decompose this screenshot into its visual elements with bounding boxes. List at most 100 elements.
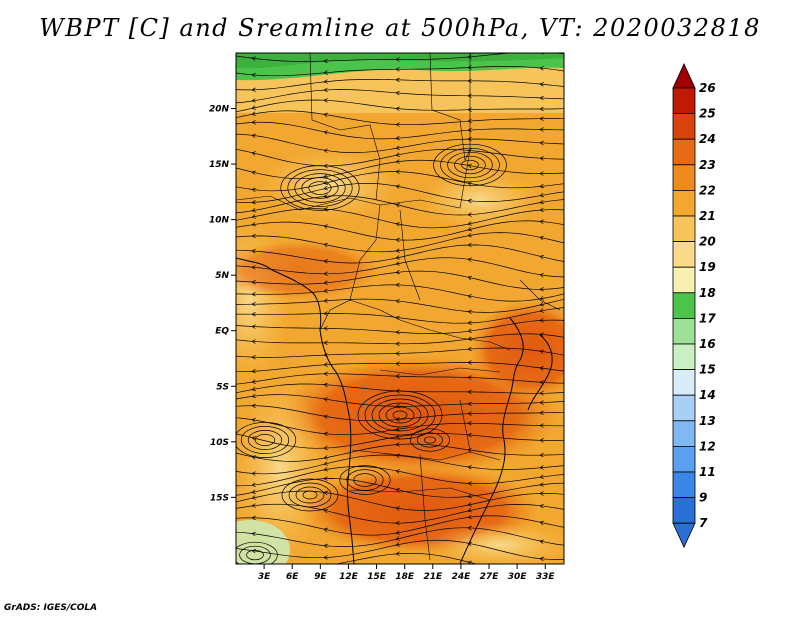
colorbar-swatch — [672, 241, 696, 268]
streamline-arrow — [395, 351, 400, 356]
streamline-arrow — [539, 465, 544, 470]
streamline-arrow — [251, 105, 256, 110]
streamline-arrow — [395, 469, 400, 474]
streamline-arrow — [395, 77, 400, 83]
streamline-arrow — [395, 90, 400, 96]
streamline-arrow — [539, 438, 544, 443]
colorbar-label: 15 — [699, 363, 716, 377]
streamline — [236, 133, 564, 153]
vortex-ring — [392, 410, 408, 420]
streamline-arrow — [395, 57, 400, 62]
streamline-arrow — [539, 156, 544, 161]
streamline-arrow — [251, 98, 256, 103]
vortex-ring — [454, 155, 486, 175]
streamline-arrow — [539, 482, 544, 487]
streamline — [236, 539, 564, 560]
streamline-arrow — [395, 135, 400, 141]
streamline-arrow — [539, 219, 544, 224]
streamline-arrow — [323, 185, 328, 191]
colorbar-label: 21 — [699, 209, 716, 223]
streamline-arrow — [395, 203, 400, 208]
colorbar-label: 13 — [699, 414, 716, 428]
streamline — [236, 307, 564, 324]
streamline-arrow — [323, 112, 328, 118]
streamline-arrow — [323, 87, 328, 93]
streamline-arrow — [323, 476, 328, 481]
streamline — [236, 257, 564, 278]
streamline — [236, 244, 564, 264]
streamline-arrow — [323, 414, 328, 419]
streamline-arrow — [395, 169, 400, 174]
streamline-arrow — [395, 67, 400, 72]
streamline-arrow — [395, 442, 400, 447]
streamline-arrow — [251, 72, 256, 78]
colorbar-swatch — [672, 420, 696, 447]
streamline-arrow — [539, 491, 544, 496]
x-tick-label: 6E — [286, 572, 299, 582]
streamline-arrow — [467, 328, 472, 334]
colorbar-label: 26 — [699, 81, 716, 95]
streamline-arrow — [395, 417, 400, 422]
streamline-arrow — [467, 420, 472, 426]
streamline-arrow — [539, 556, 544, 562]
streamline — [236, 466, 564, 487]
x-tick-label: 30E — [508, 572, 528, 582]
colorbar-label: 9 — [699, 491, 707, 505]
colorbar-label: 19 — [699, 260, 716, 274]
streamline-arrow — [467, 93, 472, 99]
streamline — [236, 148, 564, 167]
streamline-arrow — [467, 320, 472, 326]
streamline-arrow — [251, 200, 256, 205]
streamline-arrow — [467, 411, 472, 416]
vortex-ring — [281, 478, 339, 512]
streamline-arrow — [323, 555, 328, 560]
streamline-arrow — [323, 508, 328, 514]
streamline-arrow — [323, 543, 328, 549]
streamline-arrow — [467, 181, 472, 186]
streamline-arrow — [323, 180, 328, 185]
x-tick-label: 24E — [452, 572, 472, 582]
x-tick-label: 27E — [480, 572, 500, 582]
colorbar-label: 17 — [699, 311, 716, 325]
streamline — [236, 270, 564, 290]
streamline — [236, 159, 564, 180]
streamline-arrow — [539, 520, 544, 526]
streamline-arrow — [395, 506, 400, 511]
streamline-arrow — [539, 410, 544, 416]
streamline-arrow — [251, 311, 256, 317]
streamline-arrow — [395, 404, 400, 409]
streamline — [236, 454, 564, 475]
streamline-arrow — [395, 551, 400, 556]
streamline-arrow — [323, 259, 328, 264]
streamline-arrow — [395, 426, 400, 432]
streamline-arrow — [251, 151, 256, 156]
streamline-arrow — [251, 265, 256, 270]
streamline-arrow — [539, 82, 544, 87]
streamline-arrow — [251, 301, 256, 307]
x-tick-label: 9E — [314, 572, 327, 582]
streamline-arrow — [251, 354, 256, 360]
colorbar-label: 12 — [699, 439, 716, 453]
streamline-arrow — [467, 493, 472, 499]
streamline-arrow — [251, 214, 256, 219]
streamline-arrow — [323, 397, 328, 402]
x-tick-label: 21E — [423, 572, 443, 582]
streamline-arrow — [467, 227, 472, 232]
vortex-ring — [410, 428, 450, 452]
streamline-arrow — [395, 542, 400, 547]
vortex-ring — [357, 390, 443, 440]
streamline-arrow — [323, 148, 328, 153]
streamline-arrow — [467, 502, 472, 507]
streamline-arrow — [251, 368, 256, 374]
streamline-arrow — [395, 269, 400, 275]
streamline — [236, 362, 564, 373]
streamline-arrow — [323, 340, 328, 346]
streamline-arrow — [251, 379, 256, 384]
streamline — [236, 319, 564, 334]
streamline-arrow — [467, 233, 472, 238]
vortex-ring — [236, 541, 278, 564]
streamline-arrow — [539, 390, 544, 396]
streamline-arrow — [251, 495, 256, 500]
streamline-arrow — [539, 171, 544, 176]
streamline-arrow — [467, 375, 472, 380]
